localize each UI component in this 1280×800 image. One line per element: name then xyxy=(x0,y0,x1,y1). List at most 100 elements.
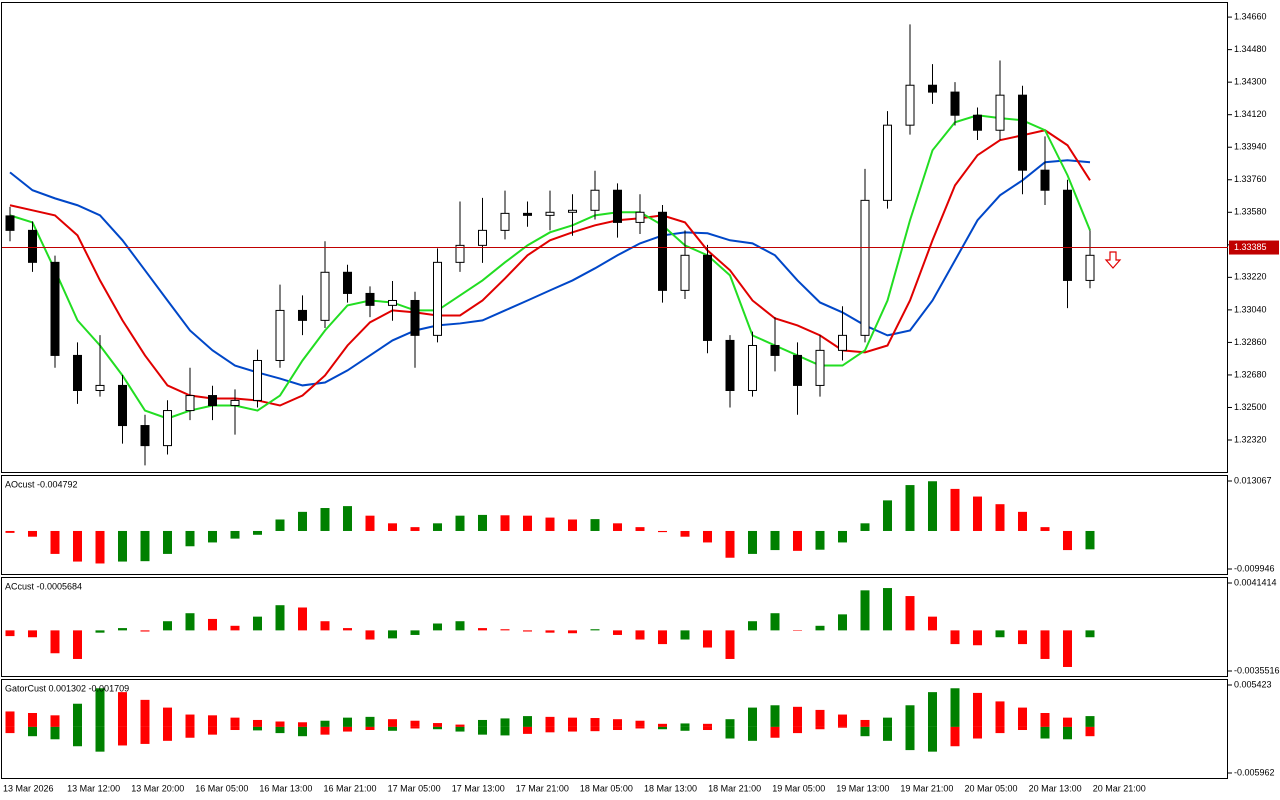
x-tick-label: 20 Mar 21:00 xyxy=(1093,783,1146,793)
x-tick-label: 16 Mar 05:00 xyxy=(195,783,248,793)
histogram-bar xyxy=(365,630,375,640)
candle-body xyxy=(208,395,217,406)
gator-bar xyxy=(815,709,825,727)
gator-bar xyxy=(320,726,330,735)
histogram-bar xyxy=(208,530,217,543)
histogram-bar xyxy=(433,523,442,531)
gator-bar xyxy=(815,726,825,730)
histogram-bar xyxy=(185,613,195,631)
candle-body xyxy=(140,425,150,447)
gator-bar xyxy=(163,707,172,727)
candle-body xyxy=(658,211,667,291)
gator-bar xyxy=(703,726,712,731)
histogram-bar xyxy=(725,630,735,659)
indicator-title: AOcust -0.004792 xyxy=(5,479,78,489)
histogram-bar xyxy=(343,506,352,531)
histogram-bar xyxy=(793,530,802,551)
histogram-bar xyxy=(568,519,577,531)
candle-body xyxy=(703,254,712,341)
histogram-bar xyxy=(230,530,240,539)
histogram-bar xyxy=(703,630,712,648)
indicator-title: GatorCust 0.001302 -0.001709 xyxy=(5,683,129,693)
candle-body xyxy=(320,271,330,321)
y-tick-label: 1.32680 xyxy=(1234,369,1267,379)
x-tick-label: 18 Mar 05:00 xyxy=(580,783,633,793)
histogram-bar xyxy=(253,616,262,631)
histogram-bar xyxy=(28,630,37,638)
gator-bar xyxy=(973,726,982,739)
gator-bar xyxy=(1040,713,1050,727)
histogram-bar xyxy=(523,630,532,632)
histogram-bar xyxy=(905,485,915,531)
gator-bar xyxy=(433,723,442,727)
y-tick-label: 1.33940 xyxy=(1234,142,1267,152)
histogram-bar xyxy=(635,527,645,531)
candle-body xyxy=(1085,254,1095,281)
candle-body xyxy=(73,354,82,391)
candle-body xyxy=(185,395,195,412)
y-tick-label: 1.34660 xyxy=(1234,11,1267,21)
gator-bar xyxy=(590,718,600,727)
candle-body xyxy=(725,339,735,391)
gator-bar xyxy=(388,719,397,727)
gator-bar xyxy=(230,717,240,727)
histogram-bar xyxy=(590,629,600,631)
gator-bar xyxy=(455,724,465,727)
gator-bar xyxy=(973,692,982,727)
candle-body xyxy=(523,212,532,216)
histogram-bar xyxy=(860,523,870,531)
sell-signal-arrow xyxy=(1104,251,1122,269)
gator-bar xyxy=(568,717,577,727)
histogram-bar xyxy=(770,530,780,551)
candle-body xyxy=(5,215,15,231)
histogram-bar xyxy=(500,515,510,531)
histogram-bar xyxy=(928,481,937,531)
histogram-bar xyxy=(950,488,960,531)
candle-body xyxy=(635,211,645,223)
gator-bar xyxy=(523,726,532,734)
gator-bar xyxy=(50,715,60,727)
gator-bar xyxy=(613,719,622,727)
y-tick-label: 1.33580 xyxy=(1234,207,1267,217)
gator-bar xyxy=(253,726,262,731)
gator-bar xyxy=(748,707,757,727)
histogram-bar xyxy=(275,519,285,531)
histogram-bar xyxy=(5,630,15,637)
gator-bar xyxy=(1063,726,1072,740)
histogram-bar xyxy=(118,628,127,631)
gator-bar xyxy=(208,726,217,735)
histogram-bar xyxy=(613,523,622,531)
candle-body xyxy=(1040,169,1050,191)
gator-bar xyxy=(860,719,870,727)
moving-average xyxy=(9,159,1091,387)
gator-panel xyxy=(1,679,1228,779)
y-tick-label: 1.34300 xyxy=(1234,77,1267,87)
histogram-bar xyxy=(343,628,352,631)
histogram-bar xyxy=(95,630,105,633)
histogram-bar xyxy=(928,616,937,631)
gator-bar xyxy=(478,719,487,727)
histogram-bar xyxy=(410,527,420,531)
y-tick-label: -0.0035516 xyxy=(1234,665,1280,675)
gator-bar xyxy=(928,692,937,727)
y-tick-label: 0.013067 xyxy=(1234,475,1272,485)
gator-bar xyxy=(478,726,487,735)
histogram-bar xyxy=(320,621,330,631)
y-tick-label: 0.0041414 xyxy=(1234,577,1277,587)
gator-bar xyxy=(365,716,375,727)
gator-bar xyxy=(253,719,262,727)
y-tick-label: 1.32500 xyxy=(1234,402,1267,412)
gator-bar xyxy=(545,716,555,727)
histogram-bar xyxy=(905,596,915,631)
candle-body xyxy=(995,94,1005,131)
y-tick-label: 1.34120 xyxy=(1234,109,1267,119)
histogram-bar xyxy=(298,607,307,631)
candle-body xyxy=(928,84,937,93)
histogram-bar xyxy=(725,530,735,558)
gator-bar xyxy=(1018,707,1027,727)
candle-body xyxy=(680,254,690,291)
histogram-bar xyxy=(680,630,690,640)
histogram-bar xyxy=(50,530,60,554)
histogram-bar xyxy=(478,514,487,531)
histogram-bar xyxy=(275,605,285,631)
